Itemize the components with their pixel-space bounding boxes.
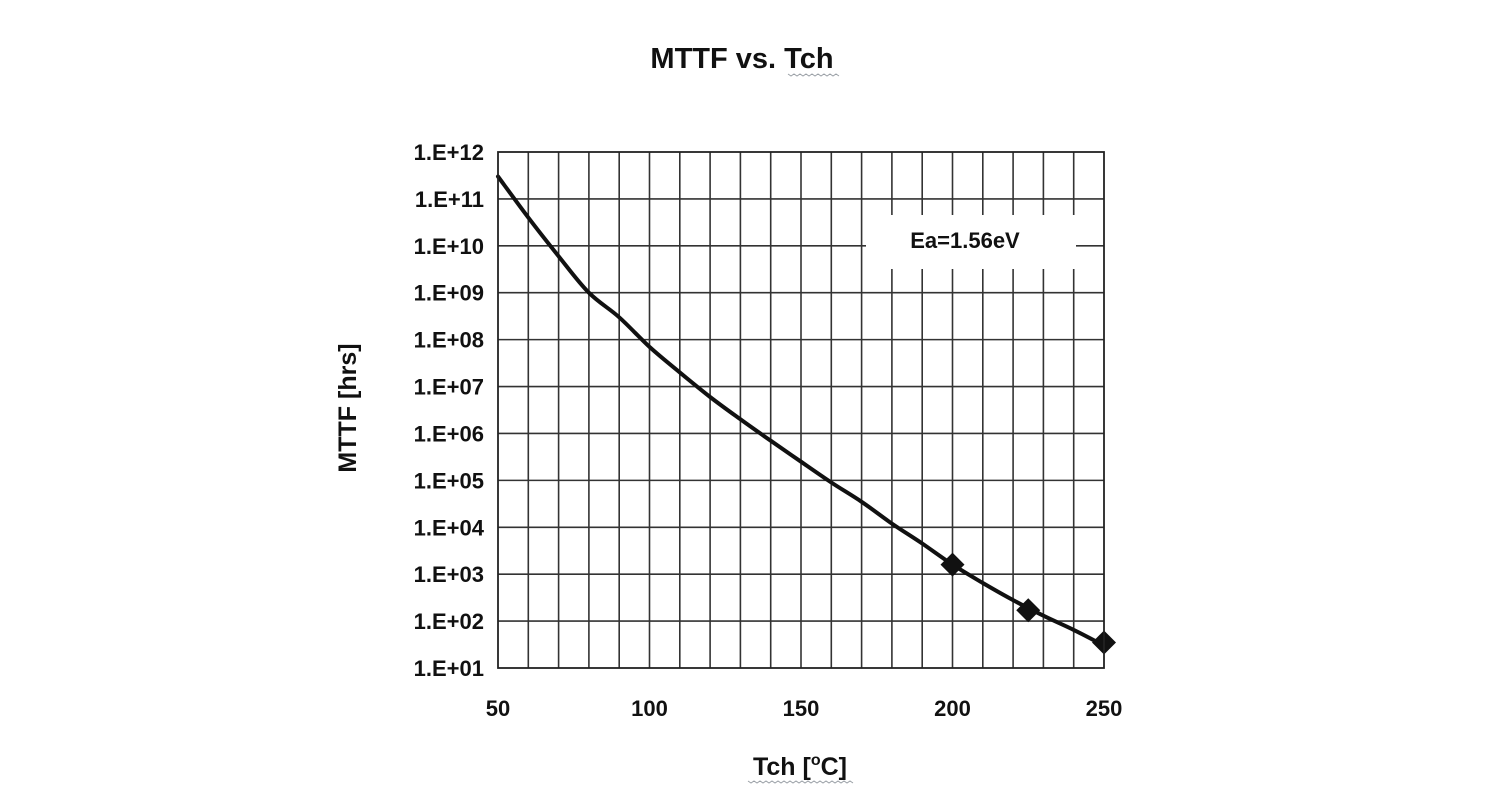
annotation-background xyxy=(866,215,1076,269)
x-axis-title-end: C] xyxy=(821,753,847,781)
mttf-curve xyxy=(496,174,1106,648)
y-tick-label: 1.E+02 xyxy=(414,609,484,634)
y-tick-labels: 1.E+01 1.E+02 1.E+03 1.E+04 1.E+05 1.E+06 1.E+… xyxy=(414,140,485,681)
x-tick-labels: 50 100 150 200 250 xyxy=(486,696,1123,721)
y-tick-label: 1.E+06 xyxy=(414,421,484,446)
x-tick-label: 150 xyxy=(783,696,820,721)
plot-frame xyxy=(497,151,1105,669)
y-tick-label: 1.E+10 xyxy=(414,234,484,259)
x-axis-title: Tch [oC] xyxy=(753,752,847,781)
x-tick-label: 50 xyxy=(486,696,510,721)
y-tick-label: 1.E+08 xyxy=(414,328,484,353)
title-spellcheck-underline xyxy=(787,73,840,77)
y-tick-label: 1.E+07 xyxy=(414,375,484,400)
y-tick-label: 1.E+01 xyxy=(414,656,484,681)
y-tick-label: 1.E+11 xyxy=(415,187,484,212)
y-tick-label: 1.E+04 xyxy=(414,515,485,540)
chart-title: MTTF vs. Tch xyxy=(650,43,833,75)
x-tick-label: 100 xyxy=(631,696,668,721)
annotation-box: Ea=1.56eV xyxy=(866,215,1076,269)
data-point-diamond xyxy=(1016,598,1041,623)
x-tick-label: 200 xyxy=(934,696,971,721)
data-point-diamond xyxy=(940,552,965,577)
y-tick-label: 1.E+12 xyxy=(414,140,484,165)
x-axis-title-main: Tch [ xyxy=(753,753,812,781)
xlabel-spellcheck-underline xyxy=(747,780,854,784)
annotation-label: Ea=1.56eV xyxy=(910,228,1020,253)
y-tick-label: 1.E+03 xyxy=(414,562,484,587)
y-tick-label: 1.E+09 xyxy=(414,281,484,306)
x-axis-title-sup: o xyxy=(811,752,821,769)
y-tick-label: 1.E+05 xyxy=(414,468,484,493)
y-axis-title: MTTF [hrs] xyxy=(334,343,362,472)
x-tick-label: 250 xyxy=(1086,696,1123,721)
